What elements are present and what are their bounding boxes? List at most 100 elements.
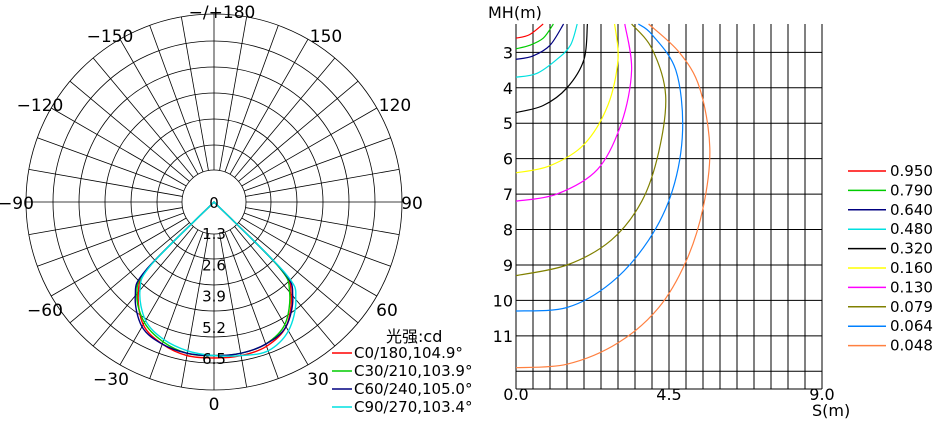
y-tick-label: 9 (503, 256, 513, 275)
polar-spoke (149, 25, 204, 173)
polar-spoke (241, 107, 378, 187)
legend-label: C30/210,103.9° (354, 362, 472, 380)
radial-tick-label: 3.9 (202, 288, 226, 306)
isolux-curve (515, 23, 578, 78)
polar-spoke (119, 38, 199, 175)
legend-label: 0.790 (890, 181, 933, 199)
x-tick-label: 4.5 (656, 385, 681, 404)
legend-label: 0.079 (890, 298, 933, 316)
angle-label-150: 150 (310, 27, 342, 47)
angle-label-30: 30 (307, 370, 329, 390)
polar-spoke (92, 57, 194, 178)
polar-spoke (119, 229, 199, 366)
polar-spoke (50, 217, 187, 297)
legend-label: 0.320 (890, 240, 933, 258)
y-tick-label: 10 (493, 291, 513, 310)
isolux-curve (515, 23, 667, 277)
polar-spoke (219, 233, 248, 388)
y-tick-label: 5 (503, 114, 513, 133)
polar-spoke (243, 137, 391, 192)
isolux-curve (515, 23, 544, 39)
isolux-curve (515, 23, 684, 312)
polar-spoke (234, 57, 336, 178)
y-tick-label: 7 (503, 185, 513, 204)
isolux-curve (515, 23, 588, 114)
polar-spoke (149, 231, 204, 379)
polar-spoke (92, 226, 194, 347)
polar-spoke (238, 222, 359, 324)
polar-spoke (69, 222, 190, 324)
angle-label-0: 0 (209, 395, 220, 415)
polar-spoke (224, 231, 279, 379)
legend-label: C0/180,104.9° (354, 344, 463, 362)
isolux-curve (515, 23, 619, 174)
legend-label: C60/240,105.0° (354, 380, 472, 398)
legend-label: 0.160 (890, 259, 933, 277)
angle-label-neg150: −150 (87, 27, 134, 47)
polar-legend: C0/180,104.9°C30/210,103.9°C60/240,105.0… (332, 344, 472, 416)
intensity-unit-label: 光强:cd (386, 327, 442, 346)
radial-tick-label: 2.6 (202, 256, 226, 274)
polar-spoke (234, 226, 336, 347)
angle-label-neg60: −60 (27, 301, 63, 321)
isolux-grid (515, 24, 823, 390)
polar-spoke (37, 212, 185, 267)
x-tick-labels: 0.0 4.5 9.0 (503, 385, 834, 404)
y-tick-label: 3 (503, 43, 513, 62)
polar-curve (139, 201, 297, 357)
angle-label-neg30: −30 (93, 370, 129, 390)
x-tick-label: 0.0 (503, 385, 528, 404)
polar-curve (137, 201, 293, 359)
polar-spoke (241, 217, 378, 297)
isolux-curves (515, 23, 711, 369)
legend-label: 0.640 (890, 201, 933, 219)
legend-label: 0.064 (890, 317, 933, 335)
angle-label-180: −/+180 (189, 3, 256, 23)
angle-label-120: 120 (379, 96, 411, 116)
radial-tick-label: 5.2 (202, 319, 226, 337)
y-tick-label: 4 (503, 79, 513, 98)
polar-spoke (69, 80, 190, 182)
y-tick-label: 6 (503, 150, 513, 169)
isolux-curve (515, 23, 565, 60)
polar-spoke (224, 25, 279, 173)
radial-tick-label: 1.3 (202, 225, 226, 243)
polar-spoke (219, 16, 248, 171)
legend-label: 0.048 (890, 337, 933, 355)
angle-label-neg120: −120 (17, 96, 64, 116)
legend-label: 0.950 (890, 162, 933, 180)
polar-spoke (37, 137, 185, 192)
legend-label: 0.480 (890, 220, 933, 238)
polar-grid (25, 13, 403, 391)
x-tick-label: 9.0 (809, 385, 834, 404)
y-axis-label: MH(m) (488, 3, 542, 22)
y-tick-label: 11 (493, 327, 513, 346)
isolux-curve (515, 23, 711, 369)
polar-spoke (243, 212, 391, 267)
radial-tick-label: 0 (209, 194, 219, 212)
polar-spoke (180, 233, 209, 388)
isolux-curve (515, 23, 633, 202)
angle-label-neg90: −90 (0, 194, 34, 214)
isolux-curve (515, 23, 554, 50)
polar-spoke (50, 107, 187, 187)
polar-spoke (245, 207, 400, 236)
polar-spoke (245, 168, 400, 197)
polar-spoke (28, 168, 183, 197)
angle-label-60: 60 (376, 301, 398, 321)
polar-spoke (229, 38, 309, 175)
radial-tick-label: 6.5 (202, 350, 226, 368)
polar-spoke (238, 80, 359, 182)
polar-spoke (180, 16, 209, 171)
y-tick-label: 8 (503, 221, 513, 240)
x-axis-label: S(m) (812, 401, 850, 420)
polar-spoke (229, 229, 309, 366)
legend-label: C90/270,103.4° (354, 398, 472, 416)
y-tick-labels: 3 4 5 6 7 8 9 10 11 (493, 43, 513, 345)
polar-intensity-chart: 0 1.3 2.6 3.9 5.2 6.5 −/+180 −150 150 −120 12… (0, 3, 472, 416)
polar-curves (134, 201, 297, 359)
legend-label: 0.130 (890, 278, 933, 296)
